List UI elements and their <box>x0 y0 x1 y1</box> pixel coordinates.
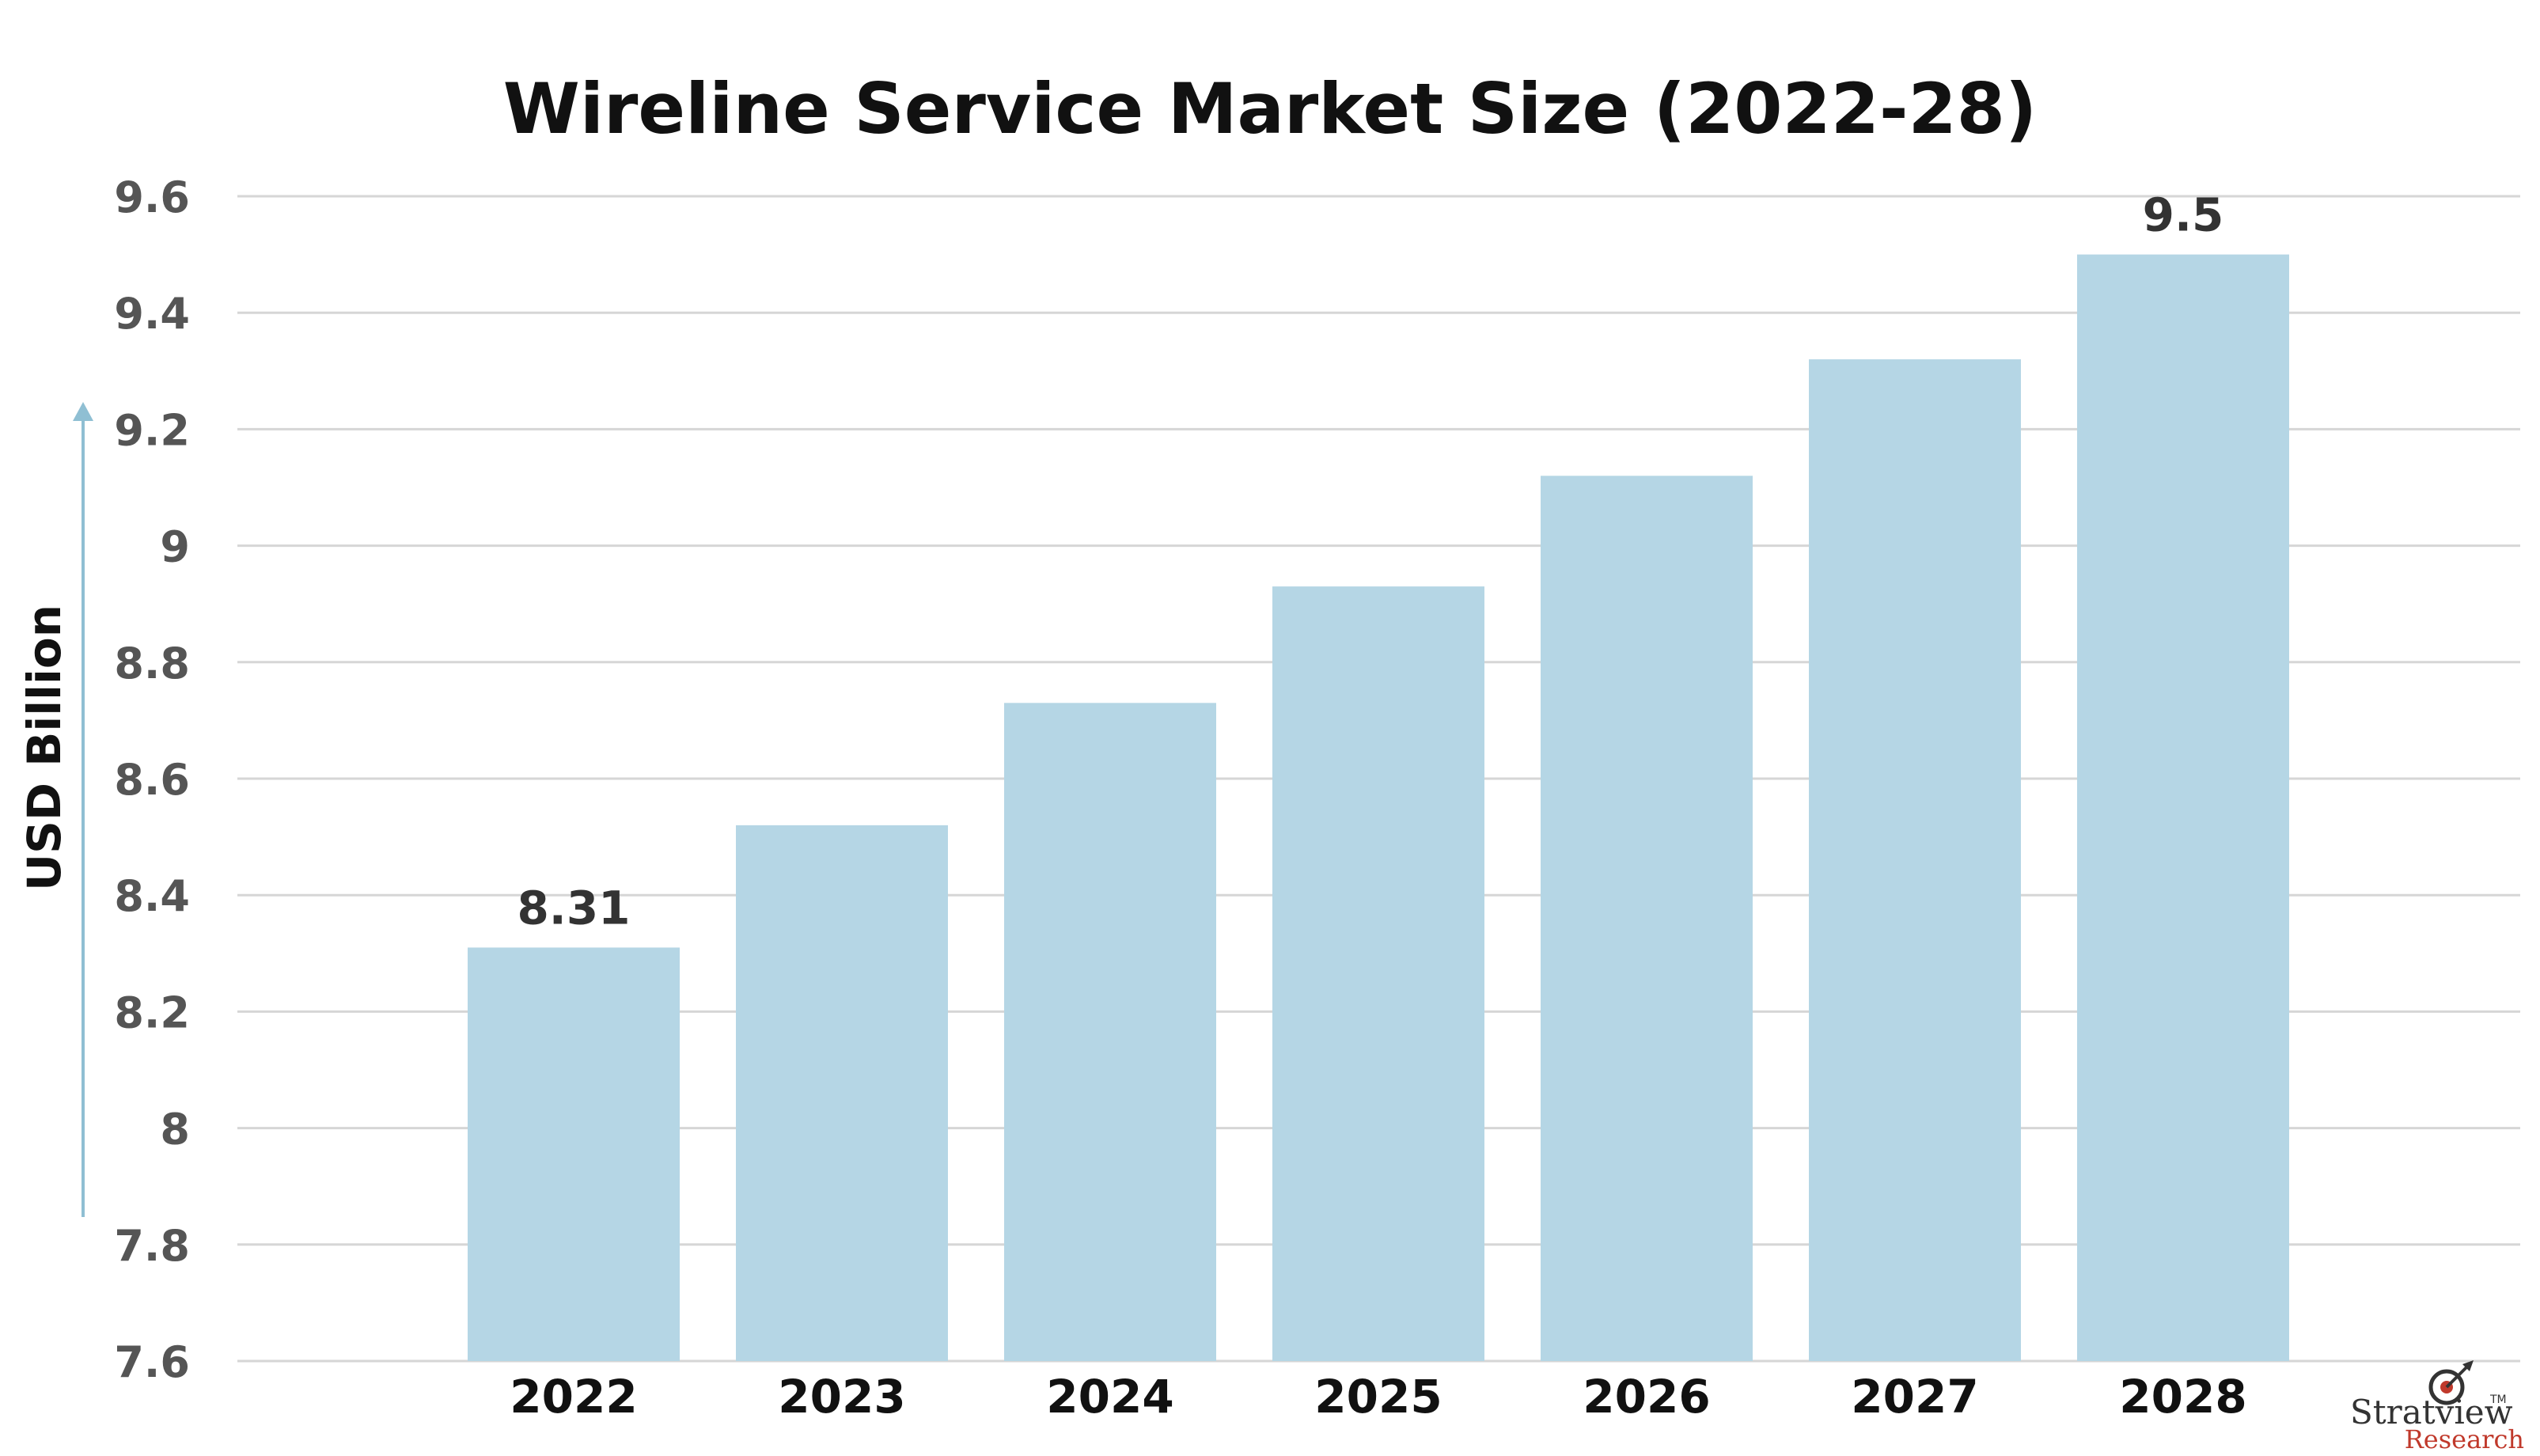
x-axis-ticks: 2022 2023 2024 2025 2026 2027 2028 <box>510 1370 2246 1424</box>
y-tick-label: 8.6 <box>114 755 190 805</box>
y-tick-label: 9.2 <box>114 405 190 455</box>
x-tick-label: 2023 <box>778 1370 905 1424</box>
y-tick-label: 8.8 <box>114 639 190 688</box>
bar-2025 <box>1272 586 1484 1361</box>
x-tick-label: 2028 <box>2119 1370 2246 1424</box>
bars <box>468 254 2289 1362</box>
y-tick-label: 9 <box>160 522 190 572</box>
logo-tm: TM <box>2489 1393 2507 1406</box>
stratview-logo: Stratview TM Research <box>2350 1360 2524 1454</box>
data-label-2022: 8.31 <box>517 881 630 935</box>
bar-2027 <box>1809 359 2021 1362</box>
y-tick-label: 7.6 <box>114 1337 190 1387</box>
bar-2026 <box>1541 476 1753 1361</box>
y-tick-label: 8.4 <box>114 871 190 921</box>
x-tick-label: 2027 <box>1851 1370 1978 1424</box>
data-labels: 8.31 9.5 <box>517 188 2223 935</box>
x-tick-label: 2026 <box>1583 1370 1710 1424</box>
bar-2028 <box>2077 254 2289 1362</box>
data-label-2028: 9.5 <box>2143 188 2224 242</box>
x-tick-label: 2024 <box>1046 1370 1173 1424</box>
logo-name: Stratview <box>2350 1393 2513 1431</box>
x-tick-label: 2022 <box>510 1370 637 1424</box>
y-tick-label: 9.4 <box>114 289 190 339</box>
target-arrow-icon <box>2428 1360 2474 1405</box>
y-axis-label: USD Billion <box>17 605 71 891</box>
bar-2024 <box>1004 703 1216 1361</box>
y-axis-ticks: 7.6 7.8 8 8.2 8.4 8.6 8.8 9 9.2 9.4 9.6 <box>114 173 190 1387</box>
y-tick-label: 8 <box>160 1105 190 1155</box>
logo-subname: Research <box>2405 1424 2524 1453</box>
y-axis-arrow-head <box>73 402 93 421</box>
y-tick-label: 9.6 <box>114 173 190 222</box>
bar-2022 <box>468 947 680 1361</box>
bar-2023 <box>736 825 948 1361</box>
chart-title: Wireline Service Market Size (2022-28) <box>503 68 2037 150</box>
y-tick-label: 7.8 <box>114 1221 190 1271</box>
x-tick-label: 2025 <box>1314 1370 1442 1424</box>
y-tick-label: 8.2 <box>114 988 190 1037</box>
y-axis-label-group: USD Billion <box>17 402 93 1217</box>
